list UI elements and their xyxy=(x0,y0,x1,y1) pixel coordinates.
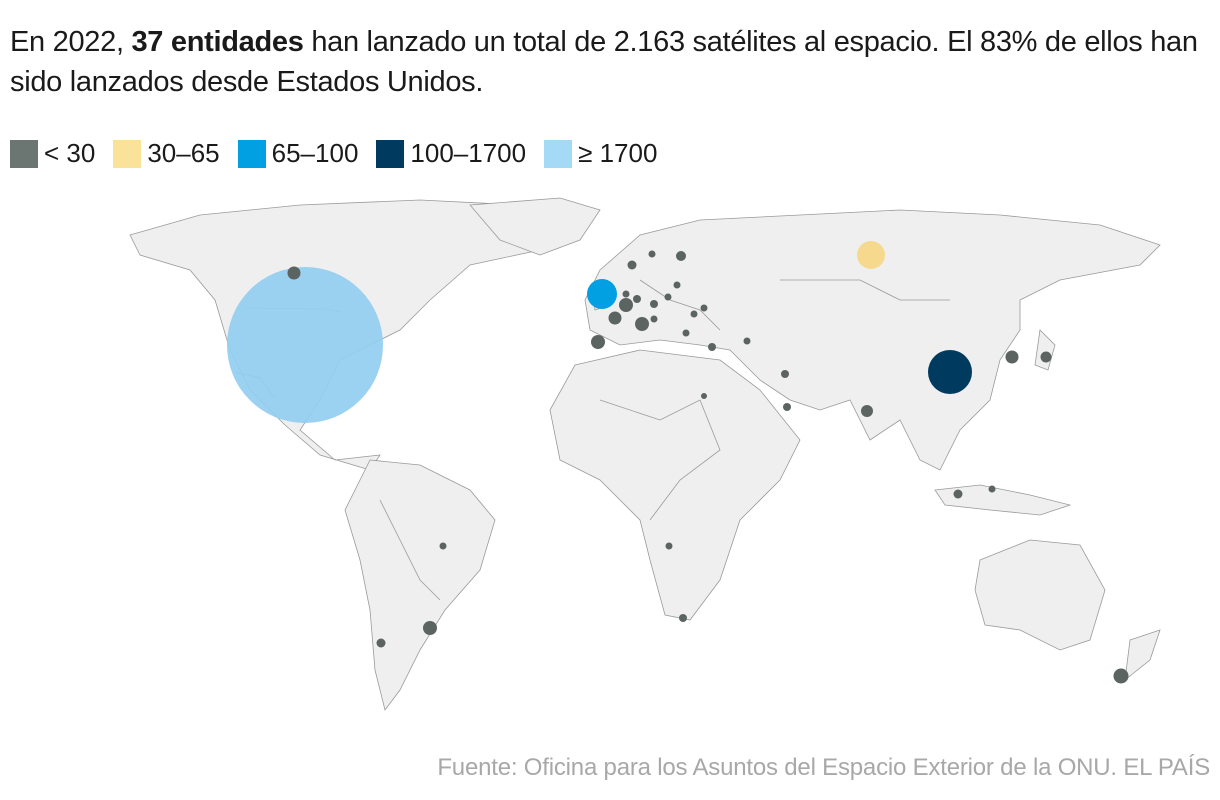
bubble-small xyxy=(376,638,386,648)
bubble-small xyxy=(423,621,437,635)
legend-label: 30–65 xyxy=(147,138,220,168)
bubble-small xyxy=(591,335,605,349)
bubble-small xyxy=(690,310,698,318)
land-australia xyxy=(974,539,1106,651)
bubble-small xyxy=(650,315,658,323)
legend-swatch xyxy=(237,139,266,168)
bubble-small xyxy=(664,293,672,301)
bubble-small xyxy=(676,251,686,261)
legend-label: 65–100 xyxy=(271,138,359,168)
land-japan xyxy=(1034,329,1056,371)
legend-swatch xyxy=(10,139,38,168)
bubble-uk xyxy=(587,279,617,309)
bubble-small xyxy=(633,295,641,303)
headline-part1: En 2022, xyxy=(10,26,132,58)
land-new-zealand xyxy=(1124,629,1161,681)
bubbles xyxy=(227,241,1129,684)
headline-part2: han lanzado un total de 2.163 satélites … xyxy=(10,26,1198,98)
legend-item-100-1700: 100–1700 xyxy=(376,138,526,169)
bubble-small xyxy=(673,281,681,289)
bubble-small xyxy=(1005,350,1019,364)
headline-bold: 37 entidades xyxy=(131,26,304,58)
bubble-small xyxy=(700,304,708,312)
bubble-small xyxy=(627,260,637,270)
land-greenland xyxy=(469,197,601,256)
bubble-small xyxy=(701,393,707,399)
bubble-usa xyxy=(227,267,383,423)
bubbles-small xyxy=(287,250,1129,684)
bubble-small xyxy=(679,614,687,622)
bubble-small xyxy=(1040,351,1052,363)
bubble-russia xyxy=(857,241,885,269)
legend: < 30 30–65 65–100 100–1700 ≥ 1700 xyxy=(10,138,657,169)
bubble-small xyxy=(635,317,649,331)
bubble-small xyxy=(622,290,630,298)
land-africa xyxy=(549,349,801,621)
land-indonesia xyxy=(934,484,1072,516)
bubble-small xyxy=(861,405,873,417)
bubble-small xyxy=(608,311,622,325)
land-south-america xyxy=(344,459,496,711)
world-map xyxy=(0,195,1220,735)
border-asia xyxy=(780,279,950,301)
bubble-small xyxy=(439,542,447,550)
legend-label: ≥ 1700 xyxy=(578,138,658,168)
legend-label: 100–1700 xyxy=(410,138,527,168)
border-africa xyxy=(599,399,721,521)
bubble-china xyxy=(928,350,972,394)
bubble-small xyxy=(988,485,996,493)
legend-swatch xyxy=(113,139,142,168)
bubble-small xyxy=(1113,668,1129,684)
legend-item-65-100: 65–100 xyxy=(237,138,359,169)
bubble-small xyxy=(743,337,751,345)
bubble-small xyxy=(648,250,656,258)
legend-swatch xyxy=(544,139,573,168)
legend-item-gte1700: ≥ 1700 xyxy=(544,138,657,169)
legend-item-30-65: 30–65 xyxy=(113,138,220,169)
bubble-small xyxy=(781,370,789,378)
land-eurasia xyxy=(584,209,1161,471)
border-sa xyxy=(379,499,441,601)
legend-item-lt30: < 30 xyxy=(10,138,95,169)
bubble-canada xyxy=(287,266,301,280)
bubble-small xyxy=(650,300,658,308)
legend-label: < 30 xyxy=(44,138,96,168)
legend-swatch xyxy=(376,139,405,168)
bubble-small xyxy=(682,329,690,337)
headline: En 2022, 37 entidades han lanzado un tot… xyxy=(10,22,1210,102)
world-map-svg xyxy=(129,197,1161,711)
bubble-small xyxy=(665,542,673,550)
source-note: Fuente: Oficina para los Asuntos del Esp… xyxy=(437,754,1210,781)
bubble-small xyxy=(708,343,716,351)
bubble-small xyxy=(783,403,791,411)
bubble-small xyxy=(619,298,633,312)
border-eu xyxy=(639,279,721,331)
bubble-small xyxy=(953,489,963,499)
